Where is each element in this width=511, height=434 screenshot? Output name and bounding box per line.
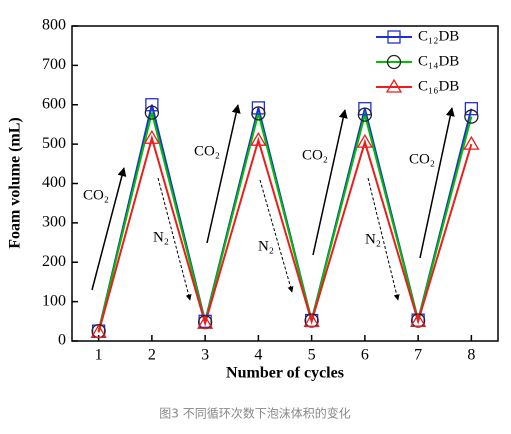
marker: [303, 313, 320, 327]
co2-arrows: [91, 104, 455, 291]
marker: [250, 131, 267, 146]
marker: [464, 102, 479, 116]
x-tick-label: 3: [201, 347, 209, 364]
marker: [409, 313, 427, 327]
series-line: [97, 134, 473, 333]
marker: [356, 133, 374, 148]
y-tick-label: 0: [58, 332, 66, 349]
marker: [143, 129, 161, 144]
y-tick-label: 100: [42, 292, 66, 309]
marker: [196, 314, 214, 329]
x-tick-label: 7: [414, 347, 422, 364]
x-tick-label: 1: [95, 347, 103, 364]
marker: [251, 106, 266, 121]
legend-label: C₁₆DB: [418, 78, 459, 94]
x-tick-label: 5: [308, 347, 316, 364]
series-line: [97, 110, 473, 332]
y-tick-label: 500: [42, 135, 66, 152]
x-tick-label: 4: [254, 347, 262, 364]
x-tick-label: 8: [467, 347, 475, 364]
marker: [251, 101, 266, 115]
y-axis-label: Foam volume (mL): [7, 117, 24, 249]
annotation: N₂: [258, 238, 274, 254]
x-tick-label: 6: [361, 347, 369, 364]
n2-arrows: [157, 177, 400, 301]
legend-label: C₁₂DB: [418, 28, 459, 44]
y-tick-label: 200: [42, 253, 66, 270]
annotation: CO₂: [409, 151, 435, 167]
y-tick-label: 700: [42, 56, 66, 73]
caption: 图3 不同循环次数下泡沫体积的变化: [159, 406, 350, 421]
marker: [463, 135, 480, 150]
marker: [387, 30, 401, 44]
annotation: CO₂: [83, 187, 109, 203]
marker: [386, 54, 402, 70]
annotation: CO₂: [302, 147, 328, 163]
y-tick-label: 800: [42, 17, 66, 34]
y-tick-label: 400: [42, 174, 66, 191]
marker: [464, 109, 479, 124]
annotation: N₂: [153, 229, 169, 245]
x-tick-label: 2: [148, 347, 156, 364]
marker: [90, 324, 107, 338]
plot-frame: [71, 25, 499, 342]
y-tick-label: 300: [42, 214, 66, 231]
annotation: N₂: [365, 231, 381, 247]
legend-label: C₁₄DB: [418, 53, 459, 69]
marker: [144, 105, 160, 120]
x-axis-label: Number of cycles: [226, 365, 344, 382]
marker: [357, 107, 373, 122]
marker: [358, 102, 372, 116]
marker: [385, 78, 403, 93]
marker: [145, 98, 159, 112]
annotation: CO₂: [194, 143, 220, 159]
y-tick-label: 600: [42, 95, 66, 112]
